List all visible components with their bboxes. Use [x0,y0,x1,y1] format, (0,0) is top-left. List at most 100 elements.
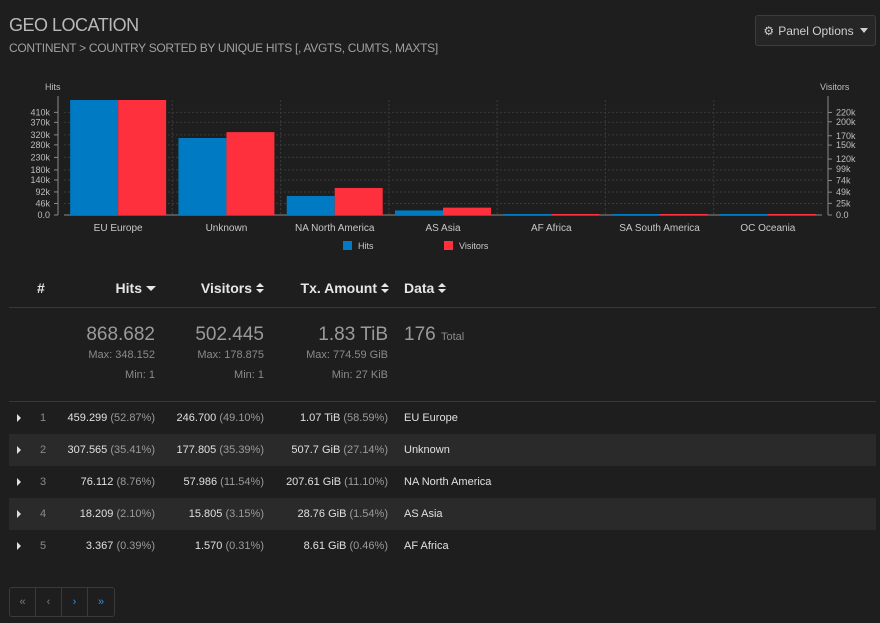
column-header-hits-label: Hits [115,280,142,296]
row-hits: 459.299 (52.87%) [68,412,155,424]
row-tx-value: 507.7 GiB [291,444,341,456]
row-hits-pct: (8.76%) [116,476,155,488]
left-tick-label: 280k [30,140,50,150]
row-hits-pct: (35.41%) [110,444,155,456]
row-hits-pct: (0.39%) [116,540,155,552]
legend-swatch-hits [343,241,352,250]
left-tick-label: 230k [30,152,50,162]
row-tx-pct: (58.59%) [343,412,388,424]
row-visitors: 1.570 (0.31%) [195,540,264,552]
left-tick-label: 92k [35,187,50,197]
bar-hits [178,137,227,215]
column-header-tx-amount[interactable]: Tx. Amount [301,280,389,296]
legend-swatch-visitors [444,241,453,250]
table-row[interactable]: 5 3.367 (0.39%) 1.570 (0.31%) 8.61 GiB (0.4… [9,530,876,562]
left-tick-label: 140k [30,175,50,185]
bar-hits [611,214,660,215]
column-header-data[interactable]: Data [404,280,447,296]
data-total-label: Total [440,331,465,343]
row-hits-value: 18.209 [79,508,114,520]
row-tx: 1.07 TiB (58.59%) [300,412,388,424]
x-tick-label: Unknown [206,223,248,234]
row-visitors-value: 1.570 [194,540,223,552]
bar-hits [719,214,768,215]
row-data: AF Africa [404,540,449,552]
sort-desc-icon [146,285,156,291]
bar-visitors [118,100,167,215]
panel-options-button[interactable]: ⚙ Panel Options [755,15,876,46]
row-visitors: 57.986 (11.54%) [183,476,264,488]
bar-visitors [767,214,816,215]
column-header-hits[interactable]: Hits [116,280,156,296]
hits-max: Max: 348.152 [88,349,155,361]
column-header-visitors[interactable]: Visitors [201,280,264,296]
x-tick-label: AF Africa [531,223,572,234]
expand-arrow-icon[interactable] [17,446,21,454]
row-visitors: 15.805 (3.15%) [189,508,264,520]
tx-max: Max: 774.59 GiB [306,349,388,361]
right-tick-label: 220k [836,107,856,117]
table-row[interactable]: 3 76.112 (8.76%) 57.986 (11.54%) 207.61 GiB… [9,466,876,498]
bar-hits [395,210,443,215]
row-data: NA North America [404,476,492,488]
row-hits-pct: (52.87%) [110,412,155,424]
bar-hits [70,100,119,215]
visitors-max: Max: 178.875 [197,349,264,361]
right-tick-label: 0.0 [836,210,849,220]
column-header-visitors-label: Visitors [200,280,252,296]
row-tx-pct: (11.10%) [344,476,388,488]
row-index: 3 [40,476,47,488]
x-tick-label: EU Europe [94,223,143,234]
right-tick-label: 49k [836,187,851,197]
left-tick-label: 320k [30,130,50,140]
caret-down-icon [859,28,868,33]
row-visitors-value: 57.986 [183,476,218,488]
table-row[interactable]: 1 459.299 (52.87%) 246.700 (49.10%) 1.07 Ti… [9,402,876,434]
row-visitors: 246.700 (49.10%) [177,412,264,424]
row-data: EU Europe [404,412,458,424]
row-visitors-pct: (3.15%) [225,508,264,520]
row-index: 5 [40,540,47,552]
left-tick-label: 410k [30,107,50,117]
table-row[interactable]: 2 307.565 (35.41%) 177.805 (35.39%) 507.7 G… [9,434,876,466]
row-index: 4 [40,508,47,520]
row-tx-value: 207.61 GiB [286,476,342,488]
data-total-value: 176 [404,324,436,345]
row-tx-pct: (0.46%) [349,540,388,552]
hits-min: Min: 1 [125,369,155,381]
left-tick-label: 46k [35,198,50,208]
row-visitors-pct: (11.54%) [220,476,264,488]
expand-arrow-icon[interactable] [17,414,21,422]
expand-arrow-icon[interactable] [17,478,21,486]
next-page-button[interactable]: › [62,588,88,616]
column-header-data-label: Data [404,280,435,296]
left-tick-label: 370k [30,117,50,127]
row-index: 2 [40,444,47,456]
right-tick-label: 74k [836,176,851,186]
legend-label-visitors: Visitors [459,241,489,251]
table-header: # Hits Visitors Tx. Amount Data [9,272,876,308]
legend-label-hits: Hits [358,241,374,251]
row-tx-pct: (1.54%) [349,508,388,520]
expand-arrow-icon[interactable] [17,510,21,518]
panel-subtitle: CONTINENT > COUNTRY SORTED BY UNIQUE HIT… [9,41,438,55]
row-tx-pct: (27.14%) [343,444,388,456]
hits-total: 868.682 [86,324,155,345]
sort-icon [438,283,447,293]
row-hits-pct: (2.10%) [116,508,155,520]
row-data: AS Asia [404,508,443,520]
last-page-button[interactable]: » [97,596,105,608]
bar-visitors [551,214,600,215]
bar-hits [503,214,552,215]
x-tick-label: SA South America [619,223,700,234]
row-visitors-pct: (0.31%) [225,540,264,552]
expand-arrow-icon[interactable] [17,542,21,550]
prev-page-button[interactable]: ‹ [36,588,62,616]
left-tick-label: 0.0 [37,210,50,220]
visitors-total: 502.445 [195,324,264,345]
first-page-button[interactable]: « [10,588,36,616]
row-tx-value: 8.61 GiB [303,540,347,552]
row-hits-value: 76.112 [80,476,114,488]
gear-icon: ⚙ [763,23,775,38]
table-row[interactable]: 4 18.209 (2.10%) 15.805 (3.15%) 28.76 GiB (… [9,498,876,530]
